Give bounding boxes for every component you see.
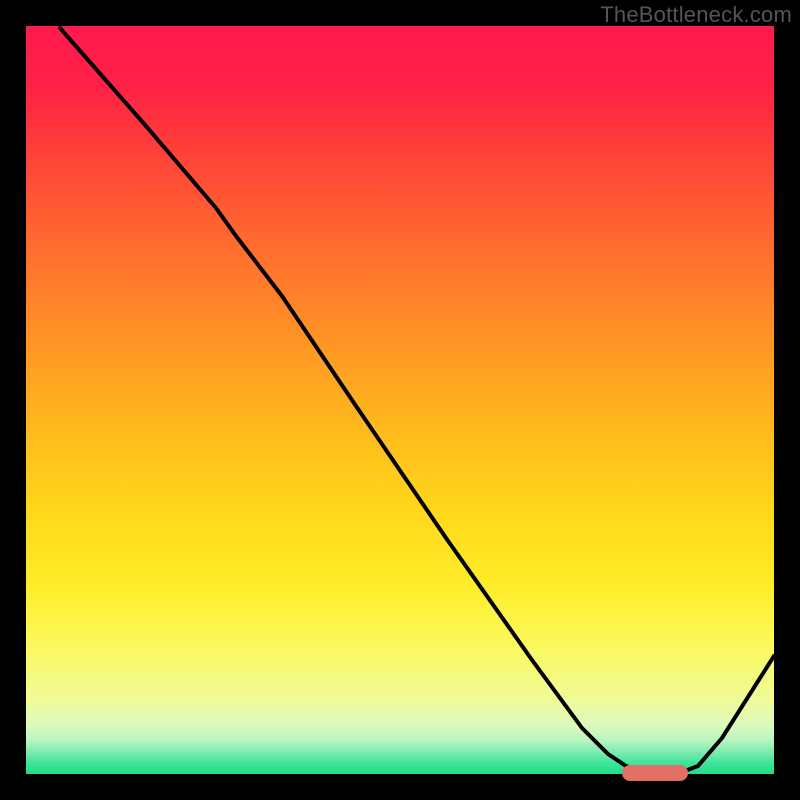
plot-background bbox=[26, 26, 774, 774]
bottleneck-chart bbox=[0, 0, 800, 800]
chart-container: TheBottleneck.com bbox=[0, 0, 800, 800]
optimal-marker bbox=[622, 765, 688, 781]
watermark-label: TheBottleneck.com bbox=[600, 2, 792, 28]
